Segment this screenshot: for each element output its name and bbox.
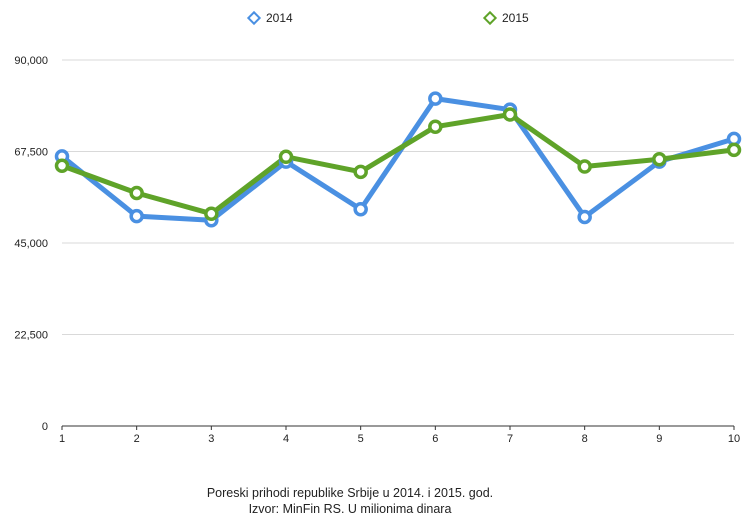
data-point-2014: [577, 209, 592, 225]
data-point-2015: [726, 142, 742, 158]
data-point-2014: [428, 91, 443, 106]
data-point-2015: [353, 164, 368, 180]
data-point-2015: [204, 206, 219, 221]
x-tick-label: 2: [134, 433, 140, 445]
series-line-2015: [59, 111, 737, 217]
y-tick-label: 22,500: [14, 330, 48, 342]
data-point-2014: [129, 208, 144, 224]
legend-marker-2014: [246, 10, 262, 26]
legend-marker-2015: [482, 10, 498, 26]
x-tick-label: 6: [432, 433, 438, 445]
series-lines: [54, 91, 742, 228]
y-tick-label: 45,000: [14, 238, 48, 250]
x-tick-labels: 1 2 3 4 5 6 7 8 9 10: [59, 433, 740, 445]
x-tick-label: 7: [507, 433, 513, 445]
x-tick-label: 8: [582, 433, 588, 445]
x-tick-label: 10: [728, 433, 740, 445]
gridlines: [62, 59, 734, 335]
data-point-2015: [278, 149, 294, 165]
x-tick-label: 1: [59, 433, 65, 445]
y-tick-labels: 0 22,500 45,000 67,500 90,000: [14, 55, 48, 433]
data-point-2015: [428, 119, 443, 134]
data-point-2015: [577, 159, 592, 174]
caption-source: Izvor: MinFin RS. U milionima dinara: [248, 502, 452, 516]
y-tick-label: 0: [42, 421, 48, 433]
data-point-2015: [129, 185, 144, 201]
axes: [61, 425, 735, 430]
legend: 2014 2015: [246, 10, 529, 26]
series-line-2014: [59, 96, 737, 223]
legend-label-2015: 2015: [502, 11, 529, 25]
y-tick-label: 67,500: [14, 147, 48, 159]
x-tick-label: 4: [283, 433, 289, 445]
data-point-2015: [502, 107, 518, 122]
x-tick-label: 9: [656, 433, 662, 445]
data-point-2014: [353, 201, 368, 217]
caption-title: Poreski prihodi republike Srbije u 2014.…: [206, 486, 494, 500]
data-point-2015: [652, 151, 667, 167]
x-tick-label: 5: [358, 433, 364, 445]
y-tick-label: 90,000: [14, 55, 48, 67]
x-tick-label: 3: [208, 433, 214, 445]
data-point-2015: [54, 158, 70, 173]
legend-label-2014: 2014: [266, 11, 293, 25]
